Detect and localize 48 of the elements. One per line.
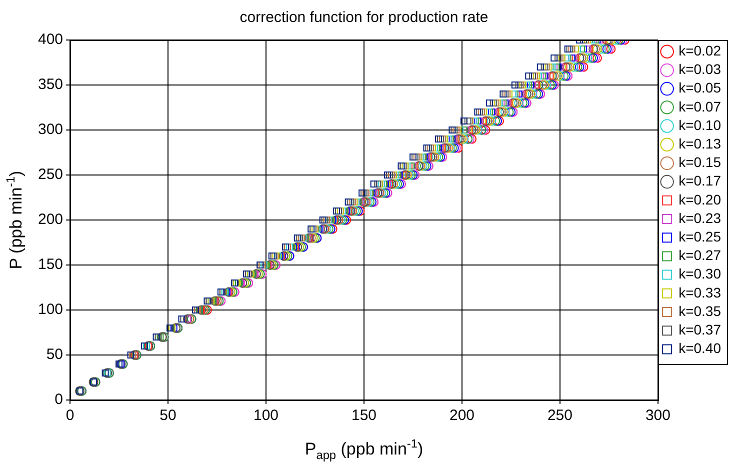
y-tick-label: 400	[38, 31, 64, 48]
legend-label: k=0.17	[678, 172, 722, 189]
legend-label: k=0.25	[678, 228, 722, 244]
point	[582, 53, 592, 63]
legend-label: k=0.10	[678, 116, 722, 133]
x-tick-label: 100	[253, 407, 279, 424]
point	[534, 80, 544, 90]
legend-label: k=0.40	[678, 340, 722, 356]
point	[546, 72, 554, 80]
legend-label: k=0.03	[678, 61, 722, 78]
y-tick-label: 200	[38, 211, 64, 228]
legend-label: k=0.37	[678, 321, 722, 338]
legend-label: k=0.35	[678, 302, 722, 319]
point	[596, 44, 606, 54]
y-axis-title: P (ppb min-1)	[3, 170, 26, 270]
x-tick-label: 200	[449, 407, 475, 424]
x-tick-label: 300	[645, 407, 670, 424]
x-tick-label: 0	[66, 407, 74, 424]
y-tick-label: 350	[38, 76, 64, 94]
x-tick-label: 50	[160, 407, 176, 424]
point	[486, 100, 493, 106]
point	[536, 64, 544, 70]
legend-label: k=0.20	[678, 191, 722, 208]
legend-label: k=0.05	[678, 80, 722, 96]
x-tick-label: 150	[351, 407, 377, 424]
legend-label: k=0.23	[678, 210, 722, 226]
x-tick-label: 250	[547, 407, 572, 424]
y-tick-label: 50	[46, 346, 64, 364]
point	[525, 72, 532, 80]
legend-label: k=0.15	[678, 154, 722, 170]
y-tick-label: 100	[38, 301, 64, 318]
point	[569, 62, 578, 72]
legend-label: k=0.02	[678, 42, 722, 58]
legend-label: k=0.13	[678, 135, 722, 152]
y-tick-label: 150	[38, 256, 64, 274]
point	[460, 118, 468, 124]
legend-label: k=0.33	[678, 284, 722, 300]
y-tick-label: 300	[38, 121, 64, 138]
y-tick-label: 250	[38, 166, 64, 184]
chart-title: correction function for production rate	[240, 9, 488, 26]
legend-label: k=0.27	[678, 247, 722, 264]
y-tick-label: 0	[54, 391, 64, 408]
point	[400, 172, 407, 178]
legend-label: k=0.30	[678, 266, 722, 282]
point	[550, 54, 558, 62]
legend-label: k=0.07	[678, 98, 722, 114]
point	[511, 82, 518, 88]
point	[370, 180, 378, 188]
